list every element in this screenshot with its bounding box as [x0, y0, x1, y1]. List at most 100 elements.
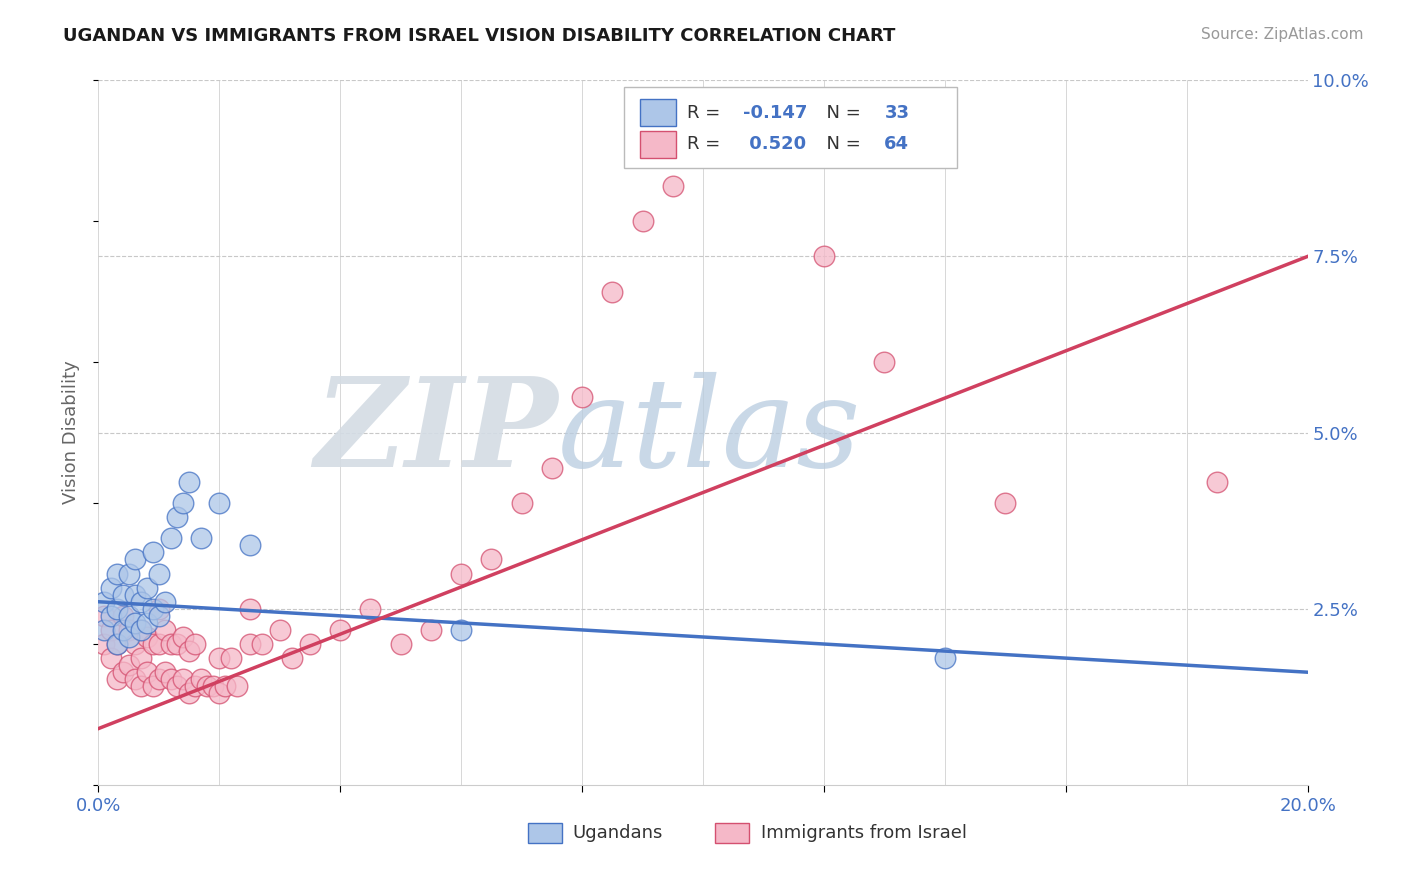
Bar [640, 131, 676, 158]
Point [934, 651, 956, 665]
Point [105, 673, 128, 687]
Point [124, 552, 146, 566]
Point [148, 673, 170, 687]
Point [571, 391, 593, 405]
Point [135, 581, 157, 595]
Text: Source: ZipAtlas.com: Source: ZipAtlas.com [1201, 27, 1364, 42]
Point [148, 566, 170, 581]
Point [105, 637, 128, 651]
Point [100, 623, 122, 637]
Point [172, 673, 194, 687]
Point [111, 608, 134, 623]
Point [299, 637, 322, 651]
Point [481, 552, 503, 566]
Point [184, 679, 207, 693]
Point [250, 637, 273, 651]
Point [93, 637, 115, 651]
Point [190, 531, 212, 545]
Point [994, 496, 1017, 510]
Point [190, 673, 212, 687]
Point [813, 249, 835, 264]
Point [239, 601, 262, 615]
Point [135, 630, 157, 644]
Point [166, 679, 188, 693]
Point [148, 608, 170, 623]
Point [153, 665, 176, 680]
Point [166, 510, 188, 524]
Point [420, 623, 443, 637]
Point [129, 679, 152, 693]
Text: 33: 33 [884, 103, 910, 121]
Text: Immigrants from Israel: Immigrants from Israel [761, 824, 967, 842]
Point [179, 686, 201, 700]
Point [124, 637, 146, 651]
Point [129, 623, 152, 637]
Text: N =: N = [815, 103, 868, 121]
Point [208, 496, 231, 510]
Point [100, 608, 122, 623]
Text: R =: R = [688, 136, 727, 153]
Text: 64: 64 [884, 136, 910, 153]
Point [100, 581, 122, 595]
Point [142, 637, 165, 651]
Point [129, 623, 152, 637]
Point [148, 601, 170, 615]
Point [142, 601, 165, 615]
Point [281, 651, 304, 665]
Point [269, 623, 291, 637]
Point [631, 214, 654, 228]
Point [129, 651, 152, 665]
Point [124, 673, 146, 687]
Point [153, 595, 176, 609]
Point [202, 679, 225, 693]
Point [184, 637, 207, 651]
Point [226, 679, 249, 693]
Point [239, 637, 262, 651]
Point [195, 679, 218, 693]
Point [118, 566, 141, 581]
Point [111, 665, 134, 680]
Point [1206, 475, 1229, 489]
Point [118, 623, 141, 637]
Point [450, 566, 472, 581]
Point [160, 531, 183, 545]
Point [105, 566, 128, 581]
Point [239, 538, 262, 552]
Point [540, 460, 562, 475]
Point [135, 615, 157, 630]
Point [111, 623, 134, 637]
Point [142, 545, 165, 559]
Text: R =: R = [688, 103, 727, 121]
Point [148, 637, 170, 651]
Point [135, 665, 157, 680]
Point [153, 623, 176, 637]
Text: N =: N = [815, 136, 868, 153]
Text: atlas: atlas [558, 372, 862, 493]
Text: UGANDAN VS IMMIGRANTS FROM ISRAEL VISION DISABILITY CORRELATION CHART: UGANDAN VS IMMIGRANTS FROM ISRAEL VISION… [63, 27, 896, 45]
Point [166, 637, 188, 651]
Point [93, 623, 115, 637]
Point [389, 637, 412, 651]
Text: ZIP: ZIP [314, 372, 558, 493]
Bar [640, 99, 676, 126]
Point [124, 588, 146, 602]
Point [602, 285, 624, 299]
Point [111, 588, 134, 602]
Point [93, 595, 115, 609]
Point [214, 679, 236, 693]
Point [124, 615, 146, 630]
Point [105, 637, 128, 651]
Point [179, 644, 201, 658]
Point [329, 623, 352, 637]
Point [172, 630, 194, 644]
Point [661, 178, 683, 193]
Point [100, 651, 122, 665]
Y-axis label: Vision Disability: Vision Disability [62, 360, 80, 505]
Text: -0.147: -0.147 [742, 103, 807, 121]
Point [208, 651, 231, 665]
Bar [716, 823, 749, 843]
Point [450, 623, 472, 637]
Point [142, 679, 165, 693]
Point [510, 496, 533, 510]
Point [118, 658, 141, 673]
